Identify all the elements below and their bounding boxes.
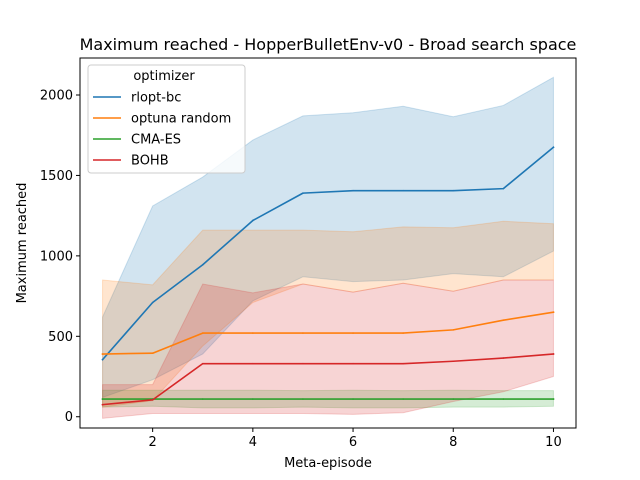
x-tick-label: 4 [249,435,257,450]
cma-es-legend-label: CMA-ES [131,133,181,148]
cma-es-point [352,398,354,400]
optuna-random-confidence-band [102,220,554,408]
y-tick-label: 500 [48,330,73,345]
optuna-random-legend-label: optuna random [131,112,231,127]
optuna-random-point [151,352,154,355]
rlopt-bc-legend-label: rlopt-bc [131,91,181,106]
rlopt-bc-point [402,189,404,192]
optuna-random-point [352,332,354,334]
y-tick-label: 1000 [40,249,73,264]
cma-es-point [101,398,104,400]
bohb-legend-label: BOHB [131,154,169,169]
cma-es-point [402,398,404,400]
bohb-point [252,362,254,365]
optuna-random-point [201,332,204,334]
x-tick-label: 2 [149,435,157,450]
plot-frame [79,57,577,429]
cma-es-point [201,398,204,400]
y-tick-label: 1500 [40,169,73,184]
bohb-confidence-band [102,279,554,419]
series-lines [101,146,555,406]
rlopt-bc-point [452,189,455,192]
legend-box [87,64,246,174]
rlopt-bc-point [302,192,304,194]
optuna-random-point [101,353,104,355]
bohb-point [552,353,555,355]
optuna-random-point [552,311,555,313]
x-tick-label: 6 [349,435,357,450]
y-tick-label: 2000 [40,89,73,104]
rlopt-bc-point [151,301,154,304]
cma-es-point [552,398,555,400]
optuna-random-point [452,329,455,331]
bohb-point [201,362,204,365]
cma-es-point [452,398,455,400]
optuna-random-point [252,332,254,334]
bohb-point [101,403,104,406]
chart-title: Maximum reached - HopperBulletEnv-v0 - B… [80,35,577,54]
cma-es-point [252,398,254,400]
bohb-point [352,362,354,365]
y-axis-label: Maximum reached [15,183,30,304]
rlopt-bc-point [201,263,204,266]
rlopt-bc-point [502,187,505,190]
y-tick-label: 0 [65,410,73,425]
rlopt-bc-line [101,146,555,361]
rlopt-bc-point [101,358,104,361]
bohb-line [101,353,555,406]
bohb-point [452,360,455,363]
x-axis-label: Meta-episode [284,456,372,471]
cma-es-point [502,398,505,400]
bohb-point [502,357,505,359]
optuna-random-line [101,311,555,355]
bohb-point [302,362,304,365]
rlopt-bc-confidence-band [102,76,554,399]
optuna-random-point [302,332,304,334]
optuna-random-point [402,332,404,334]
x-axis: 2 4 6 8 10 [149,428,562,450]
bohb-point [402,362,404,365]
legend: optimizer rlopt-bc optuna random CMA-ES BOH… [87,64,246,174]
cma-es-point [302,398,304,400]
bohb-point [151,399,154,401]
x-tick-label: 10 [545,435,562,450]
x-tick-label: 8 [449,435,457,450]
optuna-random-point [502,319,505,322]
confidence-bands [102,76,554,419]
legend-title: optimizer [133,69,195,84]
rlopt-bc-point [252,219,254,222]
y-axis: 0 500 1000 1500 2000 [40,89,80,425]
rlopt-bc-point [352,189,354,192]
rlopt-bc-point [552,146,555,149]
